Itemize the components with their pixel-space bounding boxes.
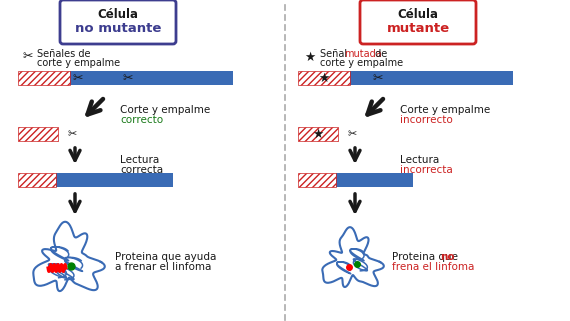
Bar	[336, 173, 413, 187]
Text: ✂: ✂	[373, 72, 383, 84]
Text: no mutante: no mutante	[75, 22, 161, 36]
Bar	[298, 127, 338, 141]
Text: Proteina que ayuda: Proteina que ayuda	[115, 252, 217, 262]
Text: de: de	[372, 49, 387, 59]
Bar	[18, 71, 70, 85]
Bar	[58, 127, 86, 141]
Text: Señal: Señal	[320, 49, 350, 59]
Bar	[70, 71, 233, 85]
Text: mutada: mutada	[344, 49, 382, 59]
Text: corte y empalme: corte y empalme	[320, 58, 403, 68]
Text: ★: ★	[312, 127, 324, 141]
Text: incorrecto: incorrecto	[400, 115, 453, 125]
Text: no: no	[440, 252, 455, 262]
Bar	[298, 173, 336, 187]
Bar	[18, 173, 56, 187]
Bar	[18, 173, 56, 187]
Text: Célula: Célula	[397, 7, 438, 21]
Text: Lectura: Lectura	[120, 155, 159, 165]
Text: corte y empalme: corte y empalme	[37, 58, 120, 68]
Bar	[18, 127, 58, 141]
FancyBboxPatch shape	[60, 0, 176, 44]
Text: Proteina que: Proteina que	[392, 252, 461, 262]
Text: ★: ★	[319, 72, 329, 84]
Text: mutante: mutante	[386, 22, 450, 36]
Text: Corte y empalme: Corte y empalme	[120, 105, 210, 115]
Text: a frenar el linfoma: a frenar el linfoma	[115, 262, 211, 272]
Text: ✂: ✂	[347, 129, 357, 139]
Text: Lectura: Lectura	[400, 155, 439, 165]
Text: ✂: ✂	[23, 50, 33, 64]
Bar	[350, 71, 513, 85]
Text: ★: ★	[304, 50, 316, 64]
Bar	[298, 173, 336, 187]
Text: incorrecta: incorrecta	[400, 165, 453, 175]
Bar	[338, 127, 366, 141]
Bar	[18, 71, 70, 85]
Text: Corte y empalme: Corte y empalme	[400, 105, 490, 115]
Bar	[298, 71, 350, 85]
Bar	[18, 127, 58, 141]
Text: correcto: correcto	[120, 115, 163, 125]
Text: ✂: ✂	[123, 72, 133, 84]
Text: Célula: Célula	[97, 7, 139, 21]
FancyBboxPatch shape	[360, 0, 476, 44]
Text: ✂: ✂	[67, 129, 77, 139]
Bar	[298, 127, 338, 141]
Text: correcta: correcta	[120, 165, 163, 175]
Bar	[298, 71, 350, 85]
Text: frena el linfoma: frena el linfoma	[392, 262, 474, 272]
Bar	[56, 173, 173, 187]
Text: Señales de: Señales de	[37, 49, 91, 59]
Text: ✂: ✂	[73, 72, 83, 84]
